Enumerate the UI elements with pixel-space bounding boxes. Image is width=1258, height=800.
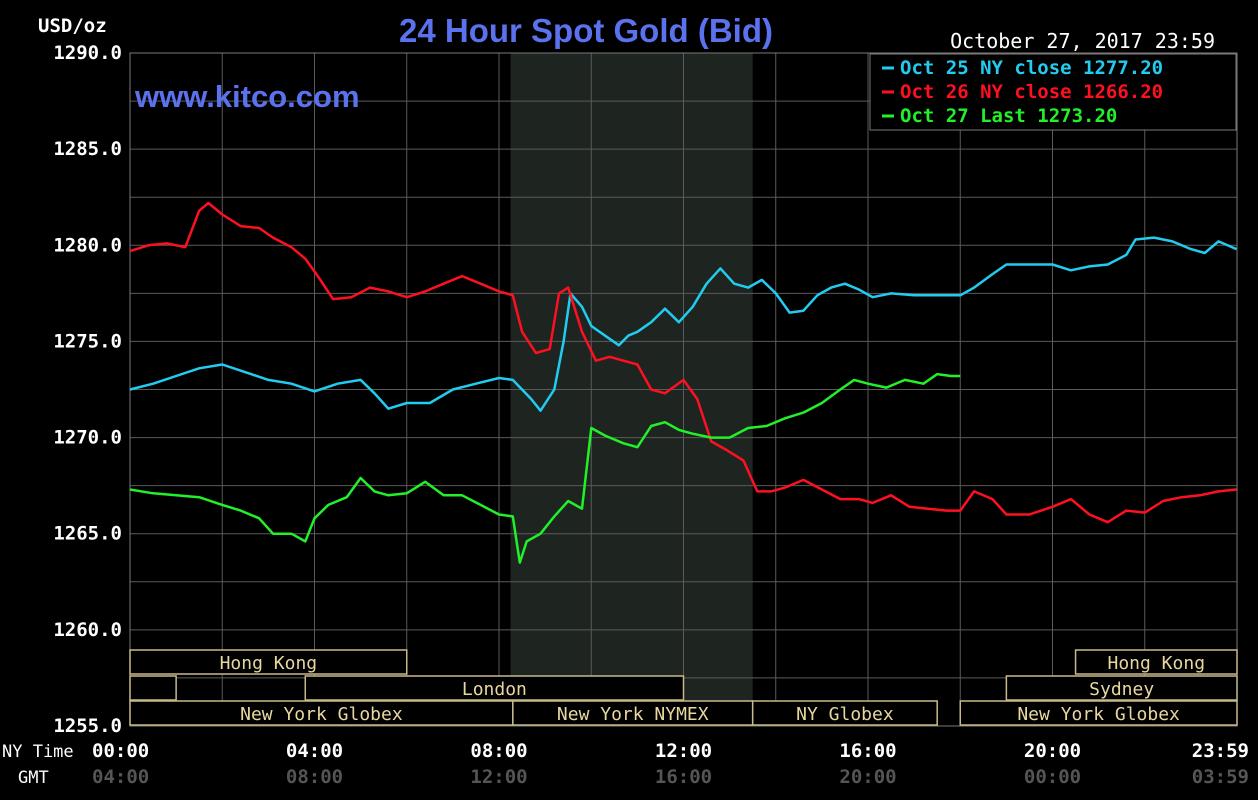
y-tick-label: 1290.0 [53,42,122,64]
legend-entry: Oct 26 NY close 1266.20 [900,81,1163,103]
session-bar [1005,675,1238,701]
x-tick-label-ny: 04:00 [286,740,343,762]
y-tick-label: 1285.0 [53,138,122,160]
session-bar [129,675,177,701]
legend-entry: Oct 25 NY close 1277.20 [900,57,1163,79]
session-label: New York Globex [1017,704,1180,725]
x-tick-label-gmt: 20:00 [839,766,896,788]
session-label: NY Globex [796,704,894,725]
market-sessions: Hong Kong London New York Globex New York N… [129,649,1238,726]
x-tick-label-gmt: 12:00 [470,766,527,788]
x-tick-label-ny: 12:00 [655,740,712,762]
session-label: London [462,679,527,700]
x-tick-label-gmt: 04:00 [92,766,149,788]
session-bar [959,700,1238,726]
y-tick-label: 1275.0 [53,330,122,352]
y-axis-ticks: 1290.0 1285.0 1280.0 1275.0 1270.0 1265.0 1260… [53,42,122,737]
legend-entry: Oct 27 Last 1273.20 [900,105,1117,127]
y-tick-label: 1255.0 [53,715,122,737]
y-tick-label: 1265.0 [53,523,122,545]
x-tick-label-ny: 00:00 [92,740,149,762]
gmt-row-label: GMT [18,768,49,788]
y-axis-unit-label: USD/oz [38,15,107,37]
x-axis-ticks: 00:00 04:00 08:00 12:00 16:00 20:00 23:59 04:00… [92,740,1249,788]
x-tick-label-gmt: 00:00 [1024,766,1081,788]
x-tick-label-ny: 16:00 [839,740,896,762]
watermark-url: www.kitco.com [134,79,360,114]
x-tick-label-ny: 20:00 [1024,740,1081,762]
session-label: New York Globex [240,704,403,725]
timestamp: October 27, 2017 23:59 [950,29,1215,53]
ny-time-row-label: NY Time [2,742,74,762]
grid-lines [129,52,1238,727]
chart-title: 24 Hour Spot Gold (Bid) [399,12,773,49]
session-bar [304,675,685,701]
session-bar [129,649,408,675]
session-label: Sydney [1089,679,1154,700]
price-series [129,201,1237,564]
session-bar [751,700,938,726]
y-tick-label: 1270.0 [53,427,122,449]
y-tick-label: 1260.0 [53,619,122,641]
y-tick-label: 1280.0 [53,234,122,256]
x-tick-label-gmt: 16:00 [655,766,712,788]
legend-box [869,53,1237,131]
series-line-2 [129,372,961,564]
session-label: New York NYMEX [557,704,709,725]
x-tick-label-gmt: 08:00 [286,766,343,788]
session-bar [1074,649,1238,675]
series-line-0 [129,236,1237,412]
x-tick-label-ny: 08:00 [470,740,527,762]
session-label: Hong Kong [220,653,318,674]
x-tick-label-ny: 23:59 [1192,740,1249,762]
x-tick-label-gmt: 03:59 [1192,766,1249,788]
session-label: Hong Kong [1108,653,1206,674]
series-line-1 [129,201,1237,524]
